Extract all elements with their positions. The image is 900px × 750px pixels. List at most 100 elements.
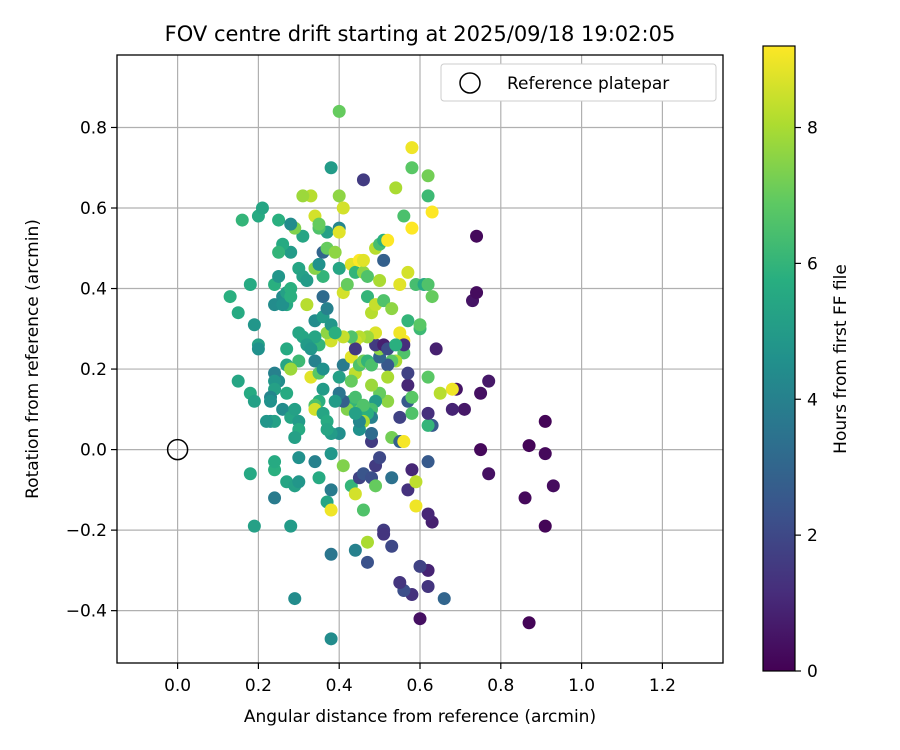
data-point [445,382,459,396]
data-point [377,527,391,541]
colorbar [762,45,796,672]
data-point [300,298,314,312]
data-point [409,475,423,489]
data-point [373,451,387,465]
data-point [231,306,245,320]
data-point [259,414,273,428]
data-point [356,398,370,412]
data-point [292,475,306,489]
y-tick-label: 0.0 [80,441,107,461]
data-point [365,358,379,372]
data-point [482,374,496,388]
data-point [324,547,338,561]
x-tick-label: 0.0 [164,676,191,696]
data-point [356,253,370,267]
data-point [332,225,346,239]
data-point [360,269,374,283]
data-point [405,390,419,404]
data-point [397,209,411,223]
data-point [276,402,290,416]
data-point [316,382,330,396]
data-point [288,431,302,445]
data-point [255,201,269,215]
data-point [272,213,286,227]
data-point [385,302,399,316]
data-point [324,483,338,497]
y-tick-label: 0.4 [80,280,107,300]
data-point [393,575,407,589]
data-point [304,342,318,356]
data-point [312,471,326,485]
legend-label: Reference platepar [507,74,669,94]
data-point [365,378,379,392]
x-axis-label: Angular distance from reference (arcmin) [244,707,596,727]
x-tick-label: 1.2 [649,676,676,696]
data-point [385,539,399,553]
data-point [247,394,261,408]
grid-lines [117,55,723,663]
data-point [296,229,310,243]
x-tick-label: 0.2 [245,676,272,696]
colorbar-label: Hours from first FF file [831,264,851,454]
data-point [421,169,435,183]
y-tick-label: −0.4 [66,602,107,622]
data-point [401,314,415,328]
data-point [522,439,536,453]
data-point [421,278,435,292]
data-point [316,290,330,304]
data-point [470,229,484,243]
data-point [433,386,447,400]
data-point [421,507,435,521]
data-point [381,233,395,247]
data-point [348,342,362,356]
data-point [381,358,395,372]
y-tick-label: −0.2 [66,521,107,541]
data-point [409,499,423,513]
data-point [223,290,237,304]
x-tick-label: 0.8 [487,676,514,696]
data-point [381,394,395,408]
x-axis-ticks: 0.0 0.2 0.4 0.6 0.8 1.0 1.2 [164,663,676,696]
data-point [405,141,419,155]
data-point [401,378,415,392]
data-point [328,245,342,259]
data-point [425,290,439,304]
data-point [340,278,354,292]
data-point [292,354,306,368]
data-point [324,632,338,646]
data-point [421,189,435,203]
data-point [405,221,419,235]
data-point [312,217,326,231]
data-point [251,342,265,356]
colorbar-tick-label: 2 [807,526,818,546]
data-point [332,261,346,275]
data-point [328,326,342,340]
data-point [324,447,338,461]
data-point [344,374,358,388]
data-point [474,386,488,400]
data-point [421,418,435,432]
data-point [276,298,290,312]
data-point [296,189,310,203]
data-point [308,330,322,344]
data-point [421,455,435,469]
data-point [413,318,427,332]
data-point [348,487,362,501]
data-point [405,463,419,477]
data-point [437,592,451,606]
data-point [381,370,395,384]
data-point [348,390,362,404]
data-point [288,402,302,416]
data-point [280,386,294,400]
data-point [284,362,298,376]
data-point [320,422,334,436]
legend-box [440,63,717,102]
data-point [336,459,350,473]
data-point [389,338,403,352]
data-point [413,612,427,626]
data-point [393,410,407,424]
data-point [470,286,484,300]
x-tick-label: 0.4 [326,676,353,696]
data-point [348,406,362,420]
